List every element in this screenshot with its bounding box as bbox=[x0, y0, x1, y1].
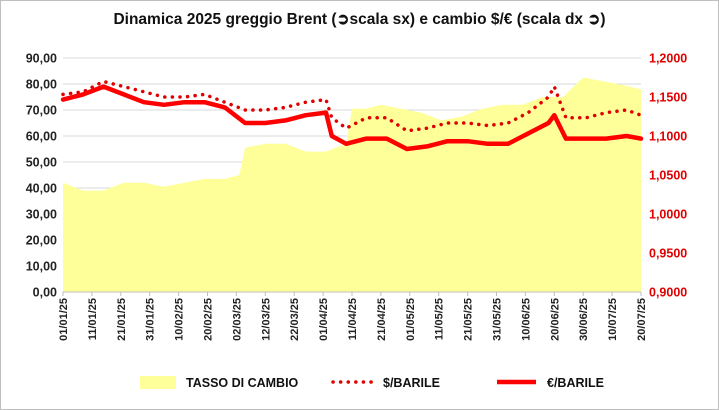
exchange-rate-area-layer bbox=[63, 77, 641, 292]
x-tick-label: 01/01/25 bbox=[58, 298, 70, 341]
x-tick-label: 10/02/25 bbox=[174, 298, 186, 341]
legend-label-usd-barrel: $/BARILE bbox=[383, 376, 440, 390]
y-left-tick-label: 90,00 bbox=[26, 52, 57, 66]
right-axis: 0,9000 0,9500 1,0000 1,0500 1,1000 1,1500 1,20… bbox=[649, 52, 687, 300]
x-tick-label: 22/03/25 bbox=[289, 298, 301, 341]
x-tick-label: 02/03/25 bbox=[231, 298, 243, 341]
x-tick-label: 31/05/25 bbox=[492, 298, 504, 341]
series-line-barile bbox=[61, 79, 643, 133]
x-tick-label: 11/05/25 bbox=[434, 298, 446, 340]
x-tick-label: 11/01/25 bbox=[87, 298, 99, 340]
y-left-tick-label: 50,00 bbox=[26, 156, 57, 170]
x-tick-label: 31/01/25 bbox=[145, 298, 157, 341]
y-right-tick-label: 1,1500 bbox=[649, 91, 687, 105]
series-area-tasso-di-cambio bbox=[63, 77, 641, 292]
x-axis: 01/01/25 11/01/25 21/01/25 31/01/25 10/02/25… bbox=[58, 291, 648, 341]
x-tick-label: 01/05/25 bbox=[405, 298, 417, 341]
y-right-tick-label: 1,1000 bbox=[649, 130, 687, 144]
y-left-tick-label: 30,00 bbox=[26, 208, 57, 222]
legend-label-exchange-rate: TASSO DI CAMBIO bbox=[186, 376, 299, 390]
y-left-tick-label: 40,00 bbox=[26, 182, 57, 196]
x-tick-label: 21/04/25 bbox=[376, 298, 388, 341]
legend-label-eur-barrel: €/BARILE bbox=[547, 376, 604, 390]
y-left-tick-label: 60,00 bbox=[26, 130, 57, 144]
x-tick-label: 12/03/25 bbox=[260, 298, 272, 341]
x-tick-label: 10/06/25 bbox=[520, 298, 532, 341]
x-tick-label: 30/06/25 bbox=[578, 298, 590, 341]
y-left-tick-label: 0,00 bbox=[33, 286, 57, 300]
series-line-barile bbox=[60, 84, 644, 152]
y-left-tick-label: 20,00 bbox=[26, 234, 57, 248]
y-right-tick-label: 0,9500 bbox=[649, 247, 687, 261]
chart-title: Dinamica 2025 greggio Brent (➲scala sx) … bbox=[113, 11, 606, 28]
x-tick-label: 20/02/25 bbox=[203, 298, 215, 341]
price-lines-layer bbox=[60, 79, 644, 152]
y-left-tick-label: 70,00 bbox=[26, 104, 57, 118]
x-tick-label: 20/07/25 bbox=[636, 298, 648, 341]
y-left-tick-label: 80,00 bbox=[26, 78, 57, 92]
y-right-tick-label: 0,9000 bbox=[649, 286, 687, 300]
x-tick-label: 11/04/25 bbox=[347, 298, 359, 340]
x-tick-label: 20/06/25 bbox=[549, 298, 561, 341]
y-left-tick-label: 10,00 bbox=[26, 260, 57, 274]
x-tick-label: 10/07/25 bbox=[607, 298, 619, 341]
y-right-tick-label: 1,0500 bbox=[649, 169, 687, 183]
x-tick-label: 21/01/25 bbox=[116, 298, 128, 341]
left-axis: 0,00 10,00 20,00 30,00 40,00 50,00 60,00 70,00 8… bbox=[26, 52, 57, 300]
y-right-tick-label: 1,2000 bbox=[649, 52, 687, 66]
x-tick-label: 01/04/25 bbox=[318, 298, 330, 341]
x-tick-label: 21/05/25 bbox=[463, 298, 475, 341]
legend-swatch-exchange-rate bbox=[140, 376, 176, 389]
legend: TASSO DI CAMBIO $/BARILE €/BARILE bbox=[140, 376, 604, 390]
y-right-tick-label: 1,0000 bbox=[649, 208, 687, 222]
